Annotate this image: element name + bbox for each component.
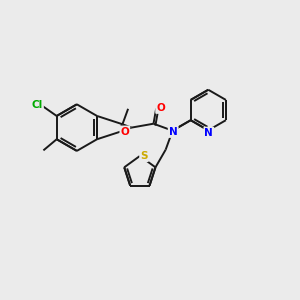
Text: O: O <box>156 103 165 113</box>
Text: N: N <box>205 128 213 138</box>
Text: N: N <box>169 127 178 137</box>
Text: Cl: Cl <box>32 100 43 110</box>
Text: O: O <box>121 127 129 136</box>
Text: S: S <box>140 151 148 161</box>
